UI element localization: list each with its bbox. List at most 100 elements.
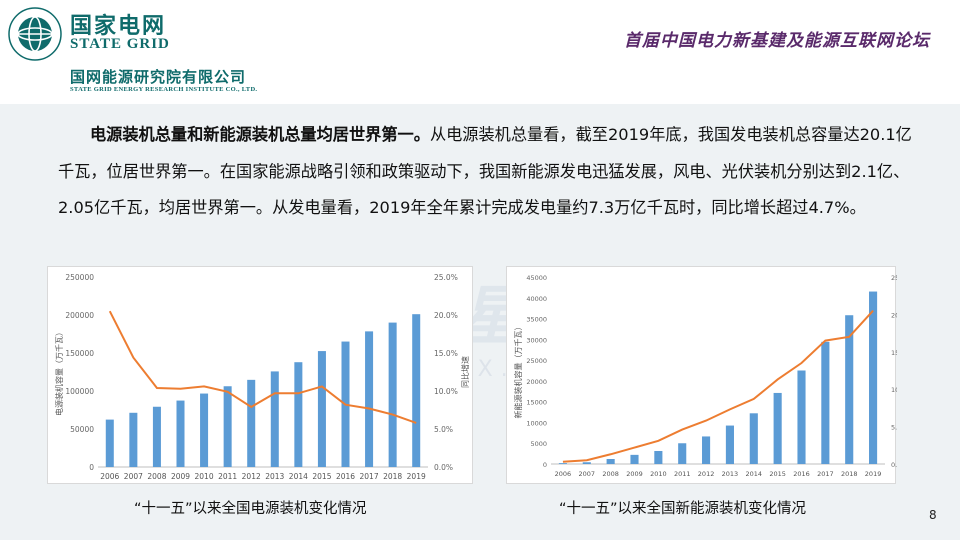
bar [606,459,615,464]
y-tick-label: 50000 [70,425,94,434]
x-tick-label: 2010 [650,470,667,478]
x-tick-label: 2014 [289,472,308,481]
y2-tick-label: 20.0% [434,311,458,320]
x-tick-label: 2012 [698,470,715,478]
x-tick-label: 2015 [312,472,331,481]
bar [797,370,806,464]
x-tick-label: 2013 [722,470,739,478]
x-tick-label: 2018 [383,472,402,481]
brand-name-cn: 国家电网 [70,14,167,39]
bar [630,454,639,464]
y-tick-label: 35000 [526,316,547,324]
bar [869,291,878,464]
x-tick-label: 2018 [841,470,858,478]
brand-name-en: STATE GRID [70,36,170,52]
x-tick-label: 2007 [124,472,143,481]
y2-tick-label: 10.0% [434,387,458,396]
y2-tick-label: 10.0% [891,386,897,394]
chart-power-capacity-svg: 0 50000 100000 150000 200000 250000 0.0% 5.0% 10… [54,273,470,481]
y-tick-label: 25000 [526,357,547,365]
y2-tick-label: 20.0% [891,311,897,319]
state-grid-logo-icon [8,7,62,61]
bar [773,392,782,464]
y-tick-label: 150000 [65,349,94,358]
chart-power-capacity-caption: “十一五”以来全国电源装机变化情况 [134,501,367,517]
y-tick-label: 45000 [526,274,547,282]
bar [105,419,114,467]
forum-title: 首届中国电力新基建及能源互联网论坛 [624,31,930,51]
y2-axis-title: 同比增速 [460,356,470,388]
y-axis-title: 新能源装机容量（万千瓦） [513,323,523,419]
x-tick-label: 2017 [360,472,379,481]
x-tick-label: 2008 [602,470,619,478]
bar [749,413,758,464]
x-tick-label: 2014 [746,470,763,478]
institute-name-cn: 国网能源研究院有限公司 [70,68,247,86]
x-tick-label: 2009 [171,472,190,481]
x-tick-label: 2007 [579,470,596,478]
y-tick-label: 30000 [526,336,547,344]
y2-tick-label: 0.0% [891,461,897,469]
bar [200,393,209,467]
bar [247,379,256,467]
bar [582,462,591,464]
chart-new-energy-capacity: 0 5000 10000 15000 20000 25000 30000 35000 40000… [506,266,897,484]
y2-tick-label: 25.0% [891,274,897,282]
x-tick-label: 2016 [793,470,810,478]
y2-tick-label: 0.0% [434,463,453,472]
bar [821,341,830,464]
x-tick-label: 2008 [147,472,166,481]
x-tick-label: 2019 [865,470,882,478]
bar [725,425,734,464]
bar [412,314,421,467]
bar [129,412,138,467]
chart-power-capacity: 0 50000 100000 150000 200000 250000 0.0% 5.0% 10… [47,266,473,484]
page-number: 8 [929,508,937,522]
bar [223,386,232,467]
y2-tick-label: 5.0% [891,424,897,432]
y-tick-label: 5000 [530,440,547,448]
x-tick-label: 2006 [555,470,572,478]
body-paragraph: 电源装机总量和新能源装机总量均居世界第一。从电源装机总量看，截至2019年底，我… [58,117,918,227]
bar [176,400,185,467]
x-tick-label: 2011 [674,470,691,478]
bar [365,331,374,467]
body-lead-bold: 电源装机总量和新能源装机总量均居世界第一。 [90,125,430,144]
bar [294,362,303,467]
slide-header: 国家电网 STATE GRID 国网能源研究院有限公司 STATE GRID E… [0,0,960,104]
series-line [108,310,417,424]
x-tick-label: 2016 [336,472,355,481]
y2-tick-label: 15.0% [434,349,458,358]
x-tick-label: 2006 [100,472,119,481]
bar [845,315,854,464]
bar [678,443,687,464]
x-tick-label: 2013 [265,472,284,481]
y-tick-label: 15000 [526,399,547,407]
bar [388,322,397,467]
bar [558,463,567,464]
y-tick-label: 200000 [65,311,94,320]
y-tick-label: 250000 [65,273,94,282]
y-axis-title: 电源装机容量（万千瓦） [54,328,64,416]
y2-tick-label: 5.0% [434,425,453,434]
institute-name-en: STATE GRID ENERGY RESEARCH INSTITUTE CO.… [70,86,258,93]
body-text: 从电源装机总量看，截至2019年底，我国发电装机总容量达20.1亿千瓦，位居世界… [58,125,912,217]
bar [702,436,711,464]
x-tick-label: 2017 [817,470,834,478]
y-tick-label: 40000 [526,295,547,303]
x-tick-label: 2011 [218,472,237,481]
y-tick-label: 20000 [526,378,547,386]
y-tick-label: 10000 [526,419,547,427]
bar [270,371,279,467]
y-tick-label: 0 [89,463,94,472]
series-line [562,309,874,463]
bar [654,450,663,464]
x-tick-label: 2015 [769,470,786,478]
x-tick-label: 2012 [242,472,261,481]
bar [152,406,161,467]
x-tick-label: 2019 [407,472,426,481]
chart-new-energy-capacity-svg: 0 5000 10000 15000 20000 25000 30000 35000 40000… [513,274,897,478]
y-tick-label: 0 [543,461,547,469]
y-tick-label: 100000 [65,387,94,396]
x-tick-label: 2010 [195,472,214,481]
